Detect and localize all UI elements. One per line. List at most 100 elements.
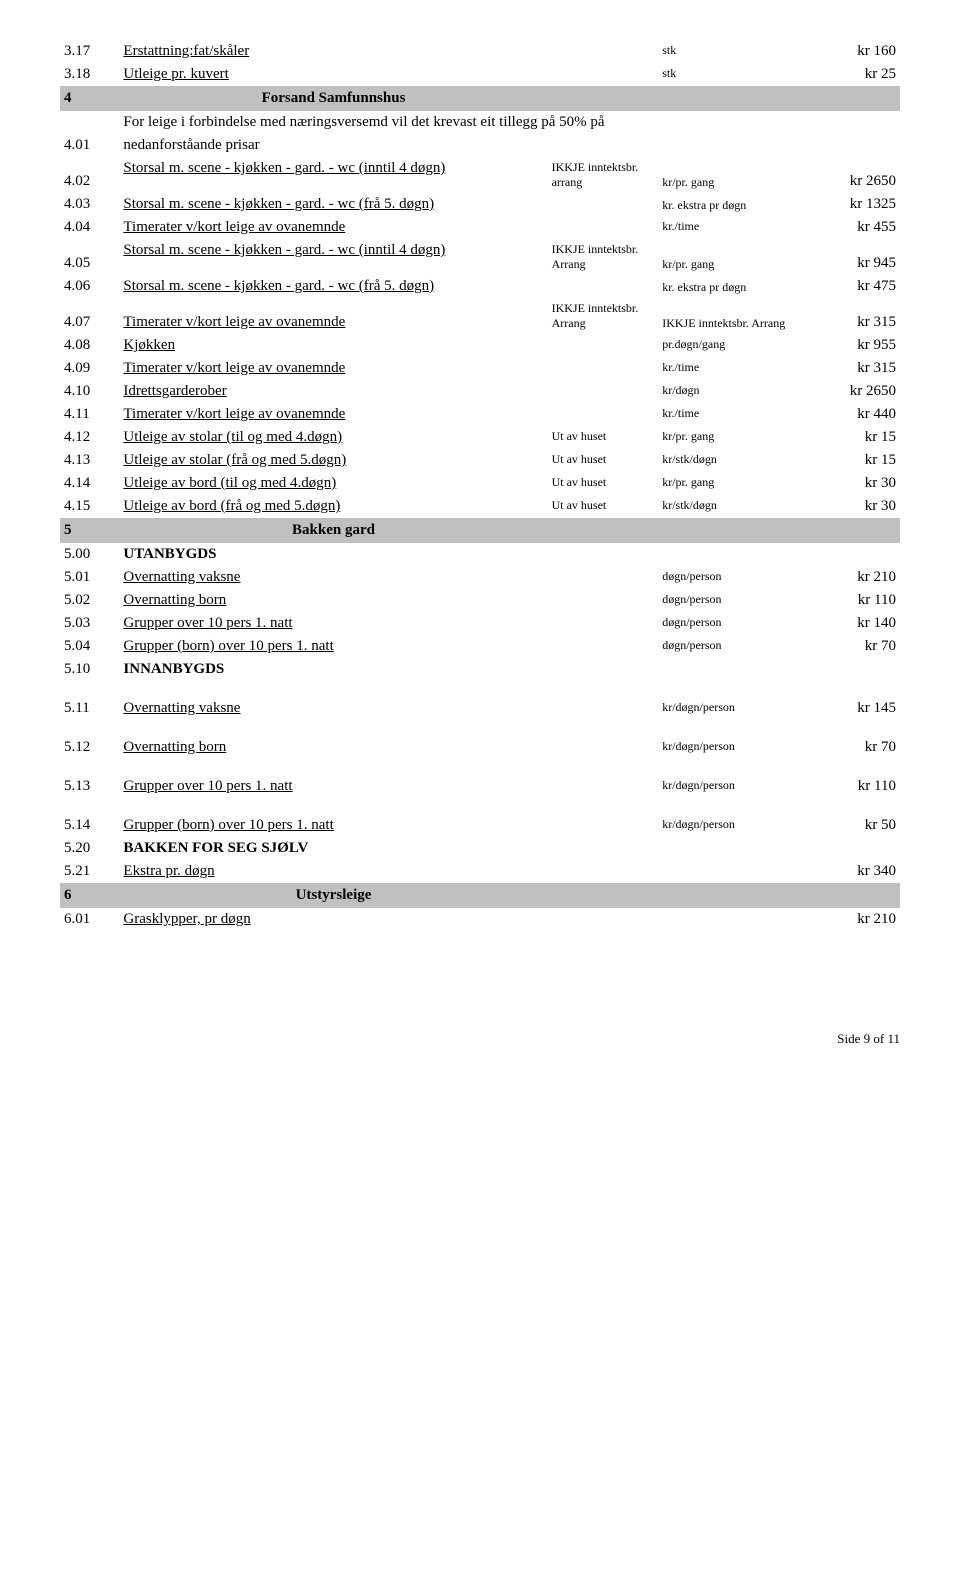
section-num: 5 bbox=[60, 518, 119, 543]
row-unit: stk bbox=[658, 40, 810, 63]
row-note bbox=[548, 612, 659, 635]
row-price: kr 475 bbox=[810, 275, 900, 298]
row-unit: kr./time bbox=[658, 403, 810, 426]
row-unit: kr/døgn/person bbox=[658, 775, 810, 798]
row-num: 5.20 bbox=[60, 837, 119, 860]
row-price: kr 955 bbox=[810, 334, 900, 357]
row-desc: Grupper over 10 pers 1. natt bbox=[119, 775, 547, 798]
row-num: 4.06 bbox=[60, 275, 119, 298]
row-desc: nedanforståande prisar bbox=[119, 134, 900, 157]
row-unit: døgn/person bbox=[658, 635, 810, 658]
row-num: 4.09 bbox=[60, 357, 119, 380]
table-row: 5.00 UTANBYGDS bbox=[60, 543, 900, 566]
table-row: 5.13 Grupper over 10 pers 1. natt kr/døg… bbox=[60, 775, 900, 798]
row-note bbox=[548, 334, 659, 357]
row-num: 4.08 bbox=[60, 334, 119, 357]
section-num: 6 bbox=[60, 883, 119, 908]
row-num: 5.00 bbox=[60, 543, 119, 566]
row-unit: kr/døgn/person bbox=[658, 697, 810, 720]
row-note bbox=[548, 40, 659, 63]
row-unit: kr./time bbox=[658, 357, 810, 380]
row-desc: Erstattning:fat/skåler bbox=[119, 40, 547, 63]
table-row: 4.15 Utleige av bord (frå og med 5.døgn)… bbox=[60, 495, 900, 518]
row-num: 4.14 bbox=[60, 472, 119, 495]
table-row: 4.07 Timerater v/kort leige av ovanemnde… bbox=[60, 298, 900, 334]
section-title: Forsand Samfunnshus bbox=[119, 86, 547, 111]
row-num: 4.02 bbox=[60, 157, 119, 193]
table-row: 4.14 Utleige av bord (til og med 4.døgn)… bbox=[60, 472, 900, 495]
row-num: 4.12 bbox=[60, 426, 119, 449]
row-note bbox=[548, 908, 659, 931]
row-note bbox=[548, 860, 659, 883]
row-desc: INNANBYGDS bbox=[119, 658, 547, 681]
table-row: 5.03 Grupper over 10 pers 1. natt døgn/p… bbox=[60, 612, 900, 635]
table-row: 5.01 Overnatting vaksne døgn/person kr 2… bbox=[60, 566, 900, 589]
row-note bbox=[548, 635, 659, 658]
row-unit: kr/pr. gang bbox=[658, 157, 810, 193]
row-unit: kr/stk/døgn bbox=[658, 449, 810, 472]
row-price: kr 315 bbox=[810, 298, 900, 334]
row-desc: Utleige av stolar (til og med 4.døgn) bbox=[119, 426, 547, 449]
row-unit: kr./time bbox=[658, 216, 810, 239]
row-num: 6.01 bbox=[60, 908, 119, 931]
table-row: 5.10 INNANBYGDS bbox=[60, 658, 900, 681]
row-num: 5.12 bbox=[60, 736, 119, 759]
row-price: kr 945 bbox=[810, 239, 900, 275]
row-desc: Timerater v/kort leige av ovanemnde bbox=[119, 403, 547, 426]
row-price: kr 25 bbox=[810, 63, 900, 86]
row-price: kr 315 bbox=[810, 357, 900, 380]
row-note bbox=[548, 814, 659, 837]
row-num: 4.01 bbox=[60, 134, 119, 157]
row-num: 3.18 bbox=[60, 63, 119, 86]
row-num: 4.07 bbox=[60, 298, 119, 334]
row-num: 5.03 bbox=[60, 612, 119, 635]
section-header: 6 Utstyrsleige bbox=[60, 883, 900, 908]
row-unit: kr/pr. gang bbox=[658, 426, 810, 449]
row-desc: Storsal m. scene - kjøkken - gard. - wc … bbox=[119, 157, 547, 193]
table-row: 5.02 Overnatting born døgn/person kr 110 bbox=[60, 589, 900, 612]
row-num: 4.13 bbox=[60, 449, 119, 472]
table-row: 5.20 BAKKEN FOR SEG SJØLV bbox=[60, 837, 900, 860]
row-desc: Idrettsgarderober bbox=[119, 380, 547, 403]
page-footer: Side 9 of 11 bbox=[60, 1031, 900, 1047]
table-row: 4.08 Kjøkken pr.døgn/gang kr 955 bbox=[60, 334, 900, 357]
row-num: 5.04 bbox=[60, 635, 119, 658]
table-row: 4.11 Timerater v/kort leige av ovanemnde… bbox=[60, 403, 900, 426]
row-desc: Storsal m. scene - kjøkken - gard. - wc … bbox=[119, 239, 547, 275]
row-note bbox=[548, 380, 659, 403]
row-price: kr 440 bbox=[810, 403, 900, 426]
row-desc: Kjøkken bbox=[119, 334, 547, 357]
row-unit: kr/stk/døgn bbox=[658, 495, 810, 518]
row-note bbox=[548, 216, 659, 239]
row-price: kr 30 bbox=[810, 472, 900, 495]
row-desc: Grupper (born) over 10 pers 1. natt bbox=[119, 635, 547, 658]
row-price: kr 15 bbox=[810, 449, 900, 472]
section-header: 4 Forsand Samfunnshus bbox=[60, 86, 900, 111]
table-row: For leige i forbindelse med næringsverse… bbox=[60, 111, 900, 134]
section-header: 5 Bakken gard bbox=[60, 518, 900, 543]
row-price: kr 455 bbox=[810, 216, 900, 239]
row-desc: Utleige pr. kuvert bbox=[119, 63, 547, 86]
row-note bbox=[548, 775, 659, 798]
row-num: 4.05 bbox=[60, 239, 119, 275]
row-desc: Storsal m. scene - kjøkken - gard. - wc … bbox=[119, 275, 547, 298]
row-num: 4.04 bbox=[60, 216, 119, 239]
row-note: IKKJE inntektsbr. Arrang bbox=[548, 298, 659, 334]
row-note bbox=[548, 736, 659, 759]
row-unit: døgn/person bbox=[658, 612, 810, 635]
row-desc: Utleige av stolar (frå og med 5.døgn) bbox=[119, 449, 547, 472]
row-num: 4.10 bbox=[60, 380, 119, 403]
row-price: kr 1325 bbox=[810, 193, 900, 216]
row-price: kr 70 bbox=[810, 635, 900, 658]
row-desc: Overnatting vaksne bbox=[119, 697, 547, 720]
row-num: 5.02 bbox=[60, 589, 119, 612]
table-row: 4.05 Storsal m. scene - kjøkken - gard. … bbox=[60, 239, 900, 275]
row-desc: Timerater v/kort leige av ovanemnde bbox=[119, 216, 547, 239]
row-unit: stk bbox=[658, 63, 810, 86]
row-unit: IKKJE inntektsbr. Arrang bbox=[658, 298, 810, 334]
row-price: kr 110 bbox=[810, 775, 900, 798]
section-title: Bakken gard bbox=[119, 518, 547, 543]
row-note bbox=[548, 357, 659, 380]
row-price: kr 15 bbox=[810, 426, 900, 449]
table-row: 5.21 Ekstra pr. døgn kr 340 bbox=[60, 860, 900, 883]
